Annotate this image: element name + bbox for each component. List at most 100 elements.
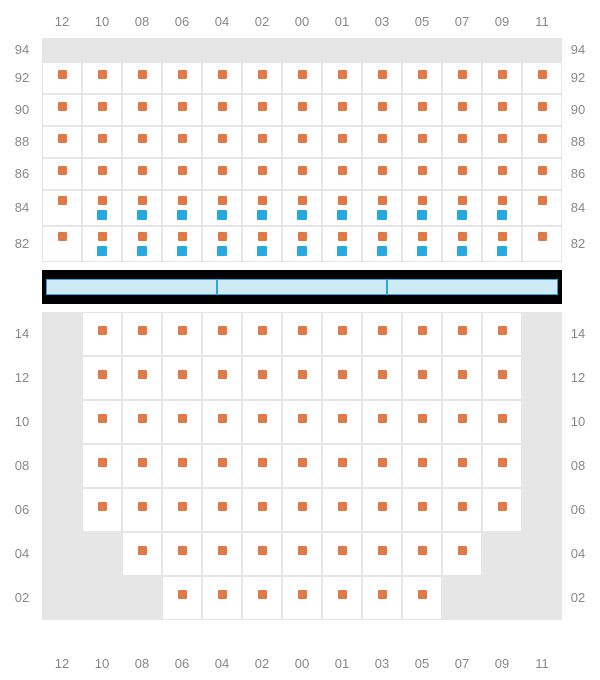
seat-cell[interactable] [482,532,522,576]
seat-marker-orange [258,232,267,241]
seat-marker-orange [338,414,347,423]
seat-marker-orange [258,134,267,143]
seat-marker-orange [418,546,427,555]
seat-marker-orange [378,232,387,241]
seat-marker-orange [458,458,467,467]
seat-marker-orange [418,590,427,599]
col-label-top: 12 [42,14,82,29]
seat-cell[interactable] [82,38,122,62]
col-label-bottom: 06 [162,656,202,671]
col-label-top: 03 [362,14,402,29]
seat-cell[interactable] [482,576,522,620]
seat-marker-orange [178,70,187,79]
seat-cell[interactable] [82,532,122,576]
seat-marker-orange [498,70,507,79]
seat-marker-orange [378,70,387,79]
seat-marker-orange [138,502,147,511]
seat-marker-orange [538,134,547,143]
seat-cell[interactable] [522,444,562,488]
seat-marker-orange [58,196,67,205]
seat-marker-blue [217,210,227,220]
seat-cell[interactable] [42,400,82,444]
seat-cell[interactable] [42,488,82,532]
col-label-bottom: 00 [282,656,322,671]
row-label-left: 86 [8,167,36,181]
seat-cell[interactable] [42,356,82,400]
row-label-left: 08 [8,459,36,473]
col-label-top: 08 [122,14,162,29]
seat-cell[interactable] [42,532,82,576]
seat-marker-orange [98,326,107,335]
seat-marker-orange [98,458,107,467]
seat-cell[interactable] [482,38,522,62]
seat-marker-orange [218,458,227,467]
seat-marker-orange [458,502,467,511]
row-label-left: 12 [8,371,36,385]
seat-marker-blue [457,210,467,220]
seat-cell[interactable] [82,576,122,620]
seat-marker-blue [177,246,187,256]
seat-cell[interactable] [522,400,562,444]
seat-cell[interactable] [242,38,282,62]
seat-marker-blue [297,210,307,220]
col-label-bottom: 03 [362,656,402,671]
seat-marker-blue [337,210,347,220]
seat-cell[interactable] [122,38,162,62]
seat-marker-orange [298,370,307,379]
seat-marker-orange [178,326,187,335]
col-label-top: 05 [402,14,442,29]
seat-marker-orange [98,232,107,241]
col-label-top: 01 [322,14,362,29]
col-label-bottom: 10 [82,656,122,671]
seat-cell[interactable] [42,576,82,620]
seat-marker-blue [137,210,147,220]
seat-marker-orange [538,232,547,241]
seat-marker-orange [498,134,507,143]
seat-cell[interactable] [522,356,562,400]
seat-marker-orange [338,102,347,111]
seat-cell[interactable] [402,38,442,62]
row-label-right: 14 [564,327,592,341]
seat-marker-orange [178,196,187,205]
seat-marker-blue [497,210,507,220]
seat-marker-orange [178,414,187,423]
seat-cell[interactable] [202,38,242,62]
seat-cell[interactable] [162,38,202,62]
seat-marker-blue [417,246,427,256]
seat-cell[interactable] [322,38,362,62]
seat-cell[interactable] [282,38,322,62]
seat-marker-orange [378,590,387,599]
seat-marker-orange [418,70,427,79]
seat-cell[interactable] [42,444,82,488]
seat-marker-orange [98,166,107,175]
seat-marker-orange [418,102,427,111]
seat-cell[interactable] [122,576,162,620]
seat-marker-orange [58,166,67,175]
seat-cell[interactable] [522,576,562,620]
seat-marker-orange [418,458,427,467]
seat-marker-orange [458,232,467,241]
seat-marker-orange [138,70,147,79]
seat-cell[interactable] [442,38,482,62]
seat-cell[interactable] [522,38,562,62]
seat-cell[interactable] [42,38,82,62]
seat-marker-orange [498,326,507,335]
seat-cell[interactable] [442,576,482,620]
seat-marker-orange [378,370,387,379]
seat-marker-blue [377,210,387,220]
seat-marker-orange [458,196,467,205]
seat-marker-orange [418,134,427,143]
seat-marker-orange [378,326,387,335]
seat-cell[interactable] [42,312,82,356]
seat-cell[interactable] [362,38,402,62]
col-label-bottom: 09 [482,656,522,671]
stage-bar-segment [46,279,217,295]
col-label-bottom: 05 [402,656,442,671]
seat-marker-orange [258,326,267,335]
seat-marker-orange [138,458,147,467]
seat-marker-orange [338,134,347,143]
seat-marker-orange [298,102,307,111]
seat-cell[interactable] [522,488,562,532]
seat-cell[interactable] [522,532,562,576]
seat-cell[interactable] [522,312,562,356]
